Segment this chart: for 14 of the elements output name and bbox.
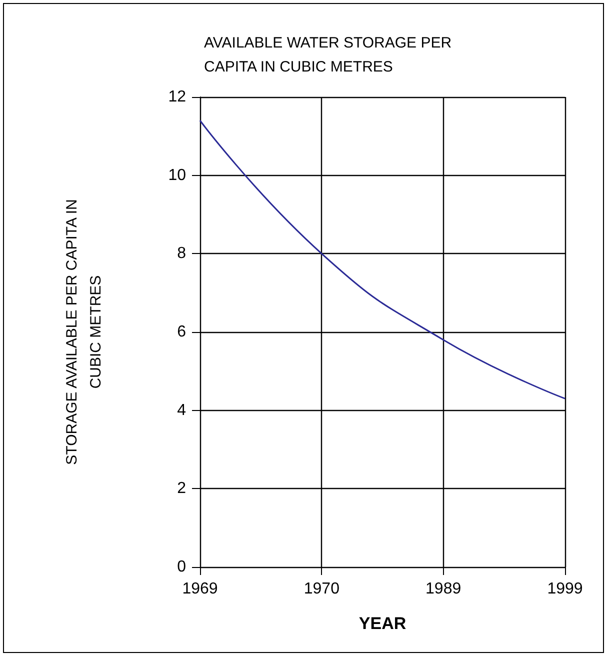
- x-tick-label: 1999: [547, 580, 583, 598]
- x-axis-title: YEAR: [358, 614, 406, 633]
- y-tick-label: 0: [177, 558, 186, 576]
- x-tick-label: 1989: [426, 580, 462, 598]
- x-tick-label: 1969: [182, 580, 218, 598]
- x-tick-label: 1970: [304, 580, 340, 598]
- y-tick-label: 10: [168, 166, 186, 184]
- y-tick-label: 8: [177, 245, 186, 262]
- y-tick-label: 6: [177, 324, 186, 340]
- chart-title: AVAILABLE WATER STORAGE PER CAPITA IN CUBIC METRES: [204, 34, 452, 76]
- y-tick-label: 2: [177, 480, 186, 498]
- y-tick-label: 12: [168, 88, 186, 106]
- y-tick-label: 4: [177, 402, 186, 419]
- y-axis-title: STORAGE AVAILABLE PER CAPITA IN CUBIC METRES: [64, 199, 104, 465]
